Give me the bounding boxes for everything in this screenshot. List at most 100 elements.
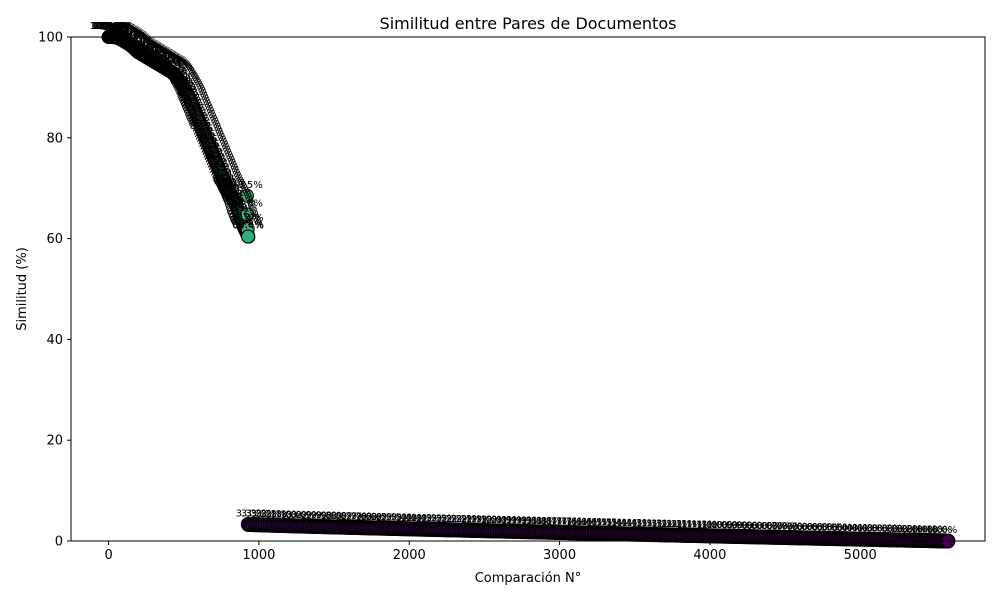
- data-label: 1.3%: [636, 518, 661, 529]
- data-label: 83.7%: [182, 103, 214, 114]
- data-label: 86.8%: [176, 88, 208, 99]
- data-label: 0.4%: [852, 523, 877, 534]
- data-label: 2.3%: [416, 513, 441, 524]
- data-label: 90.5%: [166, 69, 198, 80]
- data-label: 0.9%: [716, 520, 741, 531]
- data-label: 3.2%: [246, 509, 271, 520]
- data-label: 76.6%: [197, 139, 229, 150]
- data-label: 91.5%: [163, 64, 195, 75]
- data-label: 93.7%: [150, 53, 182, 64]
- data-label: 1.7%: [541, 516, 566, 527]
- data-label: 93.0%: [156, 56, 188, 67]
- data-label: 100.0%: [95, 21, 133, 32]
- data-label: 0.0%: [927, 525, 952, 536]
- data-label: 87.8%: [174, 83, 206, 94]
- data-label: 1.7%: [551, 516, 576, 527]
- data-label: 0.2%: [897, 524, 922, 535]
- data-label: 78.1%: [194, 131, 226, 142]
- data-label: 99.1%: [109, 26, 141, 37]
- data-label: 2.3%: [426, 514, 451, 525]
- x-tick-label: 1000: [242, 548, 275, 563]
- data-label: 1.9%: [516, 516, 541, 527]
- data-label: 0.4%: [842, 523, 867, 534]
- data-label: 1.8%: [536, 516, 561, 527]
- data-label: 71.5%: [208, 165, 240, 176]
- data-label: 3.2%: [251, 509, 276, 520]
- data-label: 0.2%: [877, 524, 902, 535]
- data-label: 74.0%: [203, 152, 235, 163]
- points-layer: [101, 29, 956, 549]
- data-label: 92.6%: [159, 58, 191, 69]
- data-label: 77.1%: [196, 137, 228, 148]
- data-label: 1.7%: [546, 516, 571, 527]
- data-label: 67.1%: [219, 187, 251, 198]
- data-label: 0.3%: [872, 524, 897, 535]
- data-label: 80.6%: [189, 119, 221, 130]
- data-label: 2.5%: [376, 512, 401, 523]
- data-label: 3.2%: [256, 509, 281, 520]
- data-label: 2.4%: [401, 513, 426, 524]
- data-label: 1.5%: [586, 517, 611, 528]
- data-label: 95.8%: [133, 42, 165, 53]
- data-label: 1.8%: [526, 516, 551, 527]
- data-label: 0.4%: [847, 523, 872, 534]
- data-point: [240, 207, 255, 222]
- data-label: 71.0%: [209, 167, 241, 178]
- data-label: 0.8%: [747, 521, 772, 532]
- data-label: 2.9%: [306, 510, 331, 521]
- data-label: 2.3%: [421, 513, 446, 524]
- data-label: 3.1%: [261, 509, 286, 520]
- data-label: 68.8%: [215, 178, 247, 189]
- x-tick-label: 2000: [393, 548, 426, 563]
- data-label: 94.4%: [145, 49, 177, 60]
- data-label: 2.0%: [481, 515, 506, 526]
- data-label: 2.2%: [446, 514, 471, 525]
- data-label: 93.4%: [153, 54, 185, 65]
- data-label: 95.3%: [137, 45, 169, 56]
- data-label: 62.0%: [229, 212, 261, 223]
- data-label: 60.6%: [232, 219, 264, 230]
- data-label: 0.9%: [737, 521, 762, 532]
- data-label: 2.6%: [361, 512, 386, 523]
- data-label: 2.9%: [296, 510, 321, 521]
- data-label: 97.5%: [120, 34, 152, 45]
- data-label: 97.7%: [119, 33, 151, 44]
- data-label: 2.8%: [331, 511, 356, 522]
- data-label: 93.9%: [149, 52, 181, 63]
- x-axis-title: Comparación N°: [475, 571, 582, 586]
- data-label: 0.9%: [726, 520, 751, 531]
- data-label: 1.0%: [706, 520, 731, 531]
- data-label: 91.2%: [164, 65, 196, 76]
- data-label: 83.2%: [183, 106, 215, 117]
- data-label: 1.9%: [511, 516, 536, 527]
- data-label: 99.8%: [102, 22, 134, 33]
- data-label: 95.1%: [138, 45, 170, 56]
- data-label: 1.1%: [691, 520, 716, 531]
- plot-frame: [70, 36, 986, 542]
- data-label: 0.7%: [767, 521, 792, 532]
- data-label: 100.0%: [94, 21, 132, 32]
- data-label: 0.8%: [742, 521, 767, 532]
- data-label: 64.8%: [231, 198, 263, 209]
- data-label: 88.6%: [172, 78, 204, 89]
- data-point: [239, 188, 254, 203]
- data-label: 72.0%: [207, 162, 239, 173]
- data-label: 91.8%: [162, 62, 194, 73]
- data-label: 0.8%: [757, 521, 782, 532]
- data-label: 85.7%: [178, 93, 210, 104]
- data-label: 73.0%: [205, 157, 237, 168]
- data-label: 0.1%: [907, 524, 932, 535]
- data-label: 98.3%: [115, 30, 147, 41]
- data-label: 96.6%: [126, 38, 158, 49]
- data-label: 0.5%: [827, 523, 852, 534]
- data-label: 65.6%: [222, 194, 254, 205]
- data-label: 1.5%: [591, 517, 616, 528]
- data-label: 78.6%: [193, 129, 225, 140]
- labels-layer: 100.0%100.0%100.0%100.0%100.0%100.0%99.9…: [90, 21, 958, 536]
- x-tick-label: 3000: [543, 548, 576, 563]
- data-label: 94.0%: [148, 51, 180, 62]
- y-axis-title: Similitud (%): [15, 247, 30, 331]
- data-label: 82.7%: [184, 108, 216, 119]
- data-label: 67.5%: [218, 185, 250, 196]
- data-label: 96.8%: [124, 37, 156, 48]
